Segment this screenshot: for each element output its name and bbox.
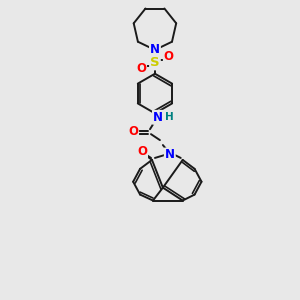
Text: O: O [128,125,138,138]
Text: O: O [164,50,174,63]
Text: O: O [137,146,147,158]
Text: H: H [165,112,174,122]
Text: N: N [165,148,175,161]
Text: N: N [150,44,160,56]
Text: S: S [150,56,160,69]
Text: N: N [153,111,163,124]
Text: O: O [136,62,146,75]
